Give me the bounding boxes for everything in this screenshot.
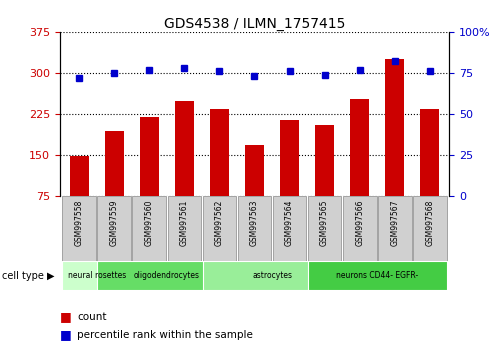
- Text: GSM997564: GSM997564: [285, 200, 294, 246]
- Bar: [140, 117, 159, 196]
- Bar: [308, 261, 447, 290]
- Bar: [175, 102, 194, 196]
- Text: GSM997565: GSM997565: [320, 200, 329, 246]
- Text: astrocytes: astrocytes: [252, 271, 292, 280]
- Text: GSM997567: GSM997567: [390, 200, 399, 246]
- Bar: [168, 196, 201, 261]
- Text: GSM997560: GSM997560: [145, 200, 154, 246]
- Bar: [273, 196, 306, 261]
- Text: GSM997559: GSM997559: [110, 200, 119, 246]
- Bar: [105, 131, 124, 196]
- Bar: [97, 196, 131, 261]
- Text: neurons CD44- EGFR-: neurons CD44- EGFR-: [336, 271, 418, 280]
- Text: GSM997568: GSM997568: [425, 200, 434, 246]
- Text: GSM997561: GSM997561: [180, 200, 189, 246]
- Text: count: count: [77, 312, 107, 322]
- Text: cell type ▶: cell type ▶: [2, 270, 55, 281]
- Bar: [245, 145, 264, 196]
- Text: oligodendrocytes: oligodendrocytes: [134, 271, 200, 280]
- Text: GSM997562: GSM997562: [215, 200, 224, 246]
- Bar: [132, 196, 166, 261]
- Bar: [420, 109, 440, 196]
- Bar: [350, 99, 369, 196]
- Bar: [203, 196, 236, 261]
- Bar: [210, 109, 229, 196]
- Bar: [62, 261, 131, 290]
- Text: percentile rank within the sample: percentile rank within the sample: [77, 330, 253, 339]
- Text: GSM997558: GSM997558: [75, 200, 84, 246]
- Title: GDS4538 / ILMN_1757415: GDS4538 / ILMN_1757415: [164, 17, 345, 31]
- Bar: [238, 196, 271, 261]
- Bar: [378, 196, 412, 261]
- Bar: [343, 196, 377, 261]
- Bar: [69, 156, 89, 196]
- Text: GSM997566: GSM997566: [355, 200, 364, 246]
- Bar: [203, 261, 341, 290]
- Bar: [315, 125, 334, 196]
- Text: ■: ■: [60, 310, 72, 323]
- Bar: [385, 59, 404, 196]
- Text: GSM997563: GSM997563: [250, 200, 259, 246]
- Text: ■: ■: [60, 328, 72, 341]
- Bar: [280, 120, 299, 196]
- Bar: [308, 196, 341, 261]
- Text: neural rosettes: neural rosettes: [67, 271, 126, 280]
- Bar: [62, 196, 96, 261]
- Bar: [413, 196, 447, 261]
- Bar: [97, 261, 236, 290]
